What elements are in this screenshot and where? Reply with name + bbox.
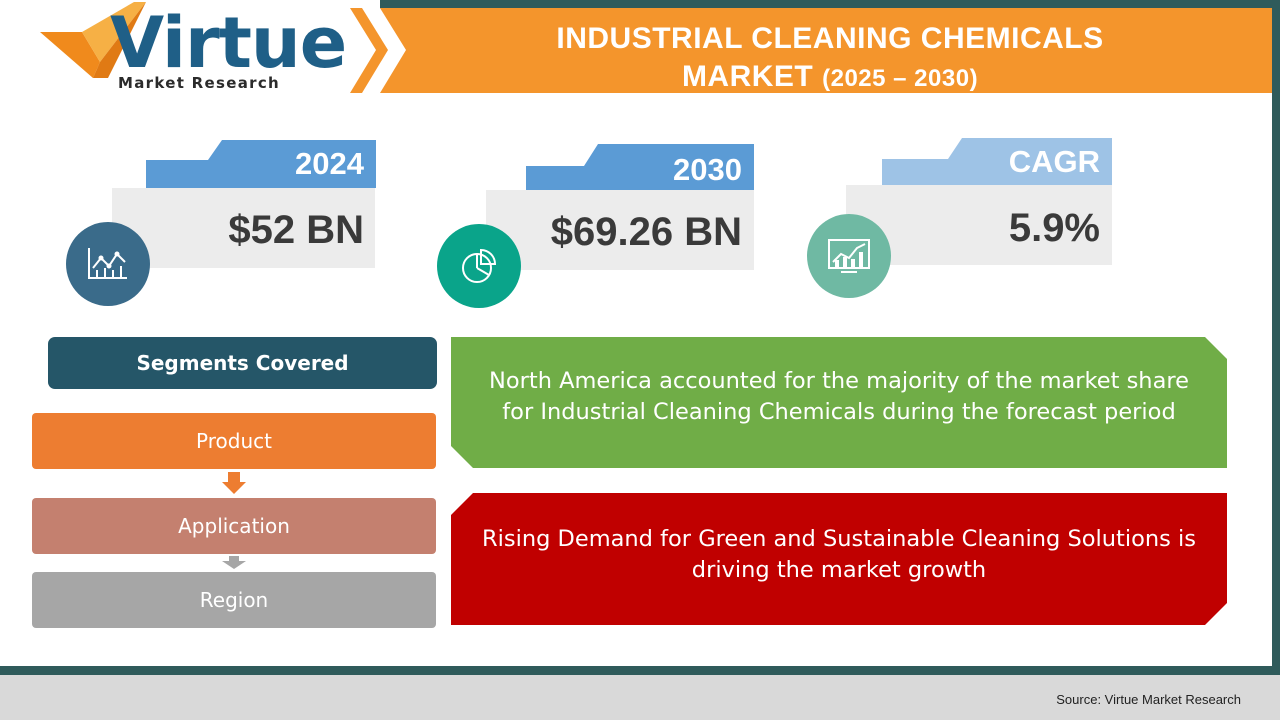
source-note: Source: Virtue Market Research (1056, 692, 1241, 707)
stat-card-2030: 2030 $69.26 BN (486, 144, 754, 272)
callout-text: Rising Demand for Green and Sustainable … (482, 526, 1196, 583)
segment-region: Region (32, 572, 436, 628)
frame-right (1272, 0, 1280, 668)
segments-heading: Segments Covered (48, 337, 437, 389)
stat-value: $52 BN (228, 208, 364, 252)
title-line-2: MARKET (681, 60, 814, 93)
logo-wordmark: Virtue (110, 2, 347, 84)
segment-application: Application (32, 498, 436, 554)
stat-label: 2024 (295, 146, 364, 181)
title-years: (2025 – 2030) (822, 65, 979, 92)
stat-label: 2030 (673, 152, 742, 187)
logo-tagline: Market Research (118, 74, 280, 92)
frame-bottom (0, 666, 1280, 675)
growth-chart-icon (807, 214, 891, 298)
title-line-1: INDUSTRIAL CLEANING CHEMICALS (556, 22, 1104, 55)
stat-label: CAGR (1008, 144, 1100, 179)
page-title: INDUSTRIAL CLEANING CHEMICALS MARKET (20… (410, 20, 1250, 98)
logo-v-mark (40, 2, 146, 78)
callout-regional-share: North America accounted for the majority… (451, 337, 1227, 468)
stat-value: $69.26 BN (550, 210, 742, 254)
down-arrow-icon (222, 556, 246, 569)
stat-card-2024: 2024 $52 BN (112, 140, 376, 270)
stat-value: 5.9% (1008, 206, 1100, 250)
pie-chart-icon (437, 224, 521, 308)
stat-card-cagr: CAGR 5.9% (846, 138, 1112, 266)
callout-text: North America accounted for the majority… (489, 368, 1189, 425)
callout-growth-driver: Rising Demand for Green and Sustainable … (451, 493, 1227, 625)
segment-product: Product (32, 413, 436, 469)
down-arrow-icon (222, 472, 246, 494)
frame-top (380, 0, 1280, 8)
logo: Virtue Market Research (38, 0, 347, 95)
stat-value-box (112, 188, 375, 268)
footer: Source: Virtue Market Research (0, 675, 1280, 720)
line-chart-icon (66, 222, 150, 306)
title-banner: INDUSTRIAL CLEANING CHEMICALS MARKET (20… (350, 8, 1272, 93)
stat-value-box (486, 190, 754, 270)
